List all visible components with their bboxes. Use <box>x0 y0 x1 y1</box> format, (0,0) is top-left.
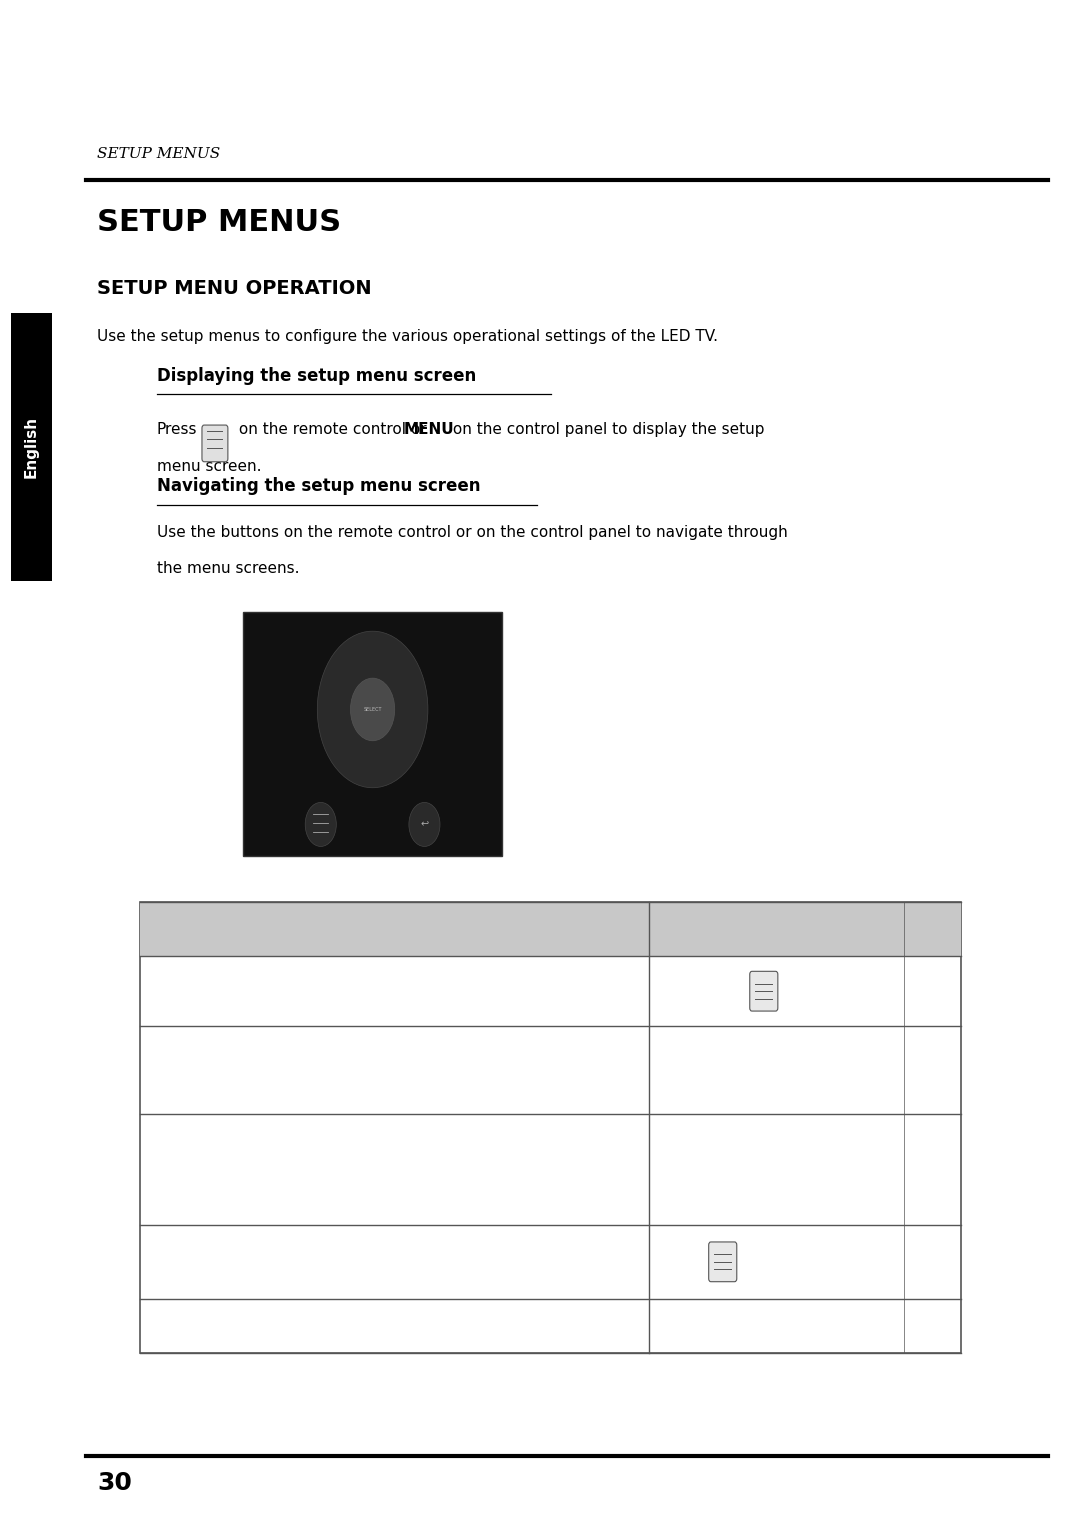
Text: /: / <box>681 1063 697 1078</box>
Text: Applies the selected menu setting.: Applies the selected menu setting. <box>153 1320 394 1333</box>
Text: SETUP MENU OPERATION: SETUP MENU OPERATION <box>97 280 372 298</box>
Text: INPUT: INPUT <box>762 1162 811 1176</box>
FancyBboxPatch shape <box>708 1242 737 1281</box>
Text: •  Returns to the previous screen.: • Returns to the previous screen. <box>166 1264 401 1278</box>
Text: then: then <box>714 1162 750 1176</box>
Text: Remote Control: Remote Control <box>662 922 796 937</box>
Text: ◄: ◄ <box>665 1063 677 1078</box>
Text: SETUP MENUS: SETUP MENUS <box>97 208 341 237</box>
Text: English: English <box>24 416 39 479</box>
Circle shape <box>318 631 428 787</box>
Text: Displays or closes the menu bar.: Displays or closes the menu bar. <box>153 985 379 998</box>
Text: Use the buttons on the remote control or on the control panel to navigate throug: Use the buttons on the remote control or… <box>157 524 787 540</box>
Bar <box>11 313 52 581</box>
Circle shape <box>409 803 440 847</box>
Text: MENU: MENU <box>404 422 455 437</box>
Text: •  Select a sub-menu or a sub-menu: • Select a sub-menu or a sub-menu <box>166 1159 418 1173</box>
Text: •  Select and display a primary menu.: • Select and display a primary menu. <box>166 1046 431 1060</box>
Text: •  Adjust sub-menu options.: • Adjust sub-menu options. <box>166 1083 361 1096</box>
Text: 30: 30 <box>97 1471 132 1495</box>
Bar <box>140 902 961 956</box>
Bar <box>140 902 961 1353</box>
Text: SELECT: SELECT <box>363 706 382 713</box>
Text: /: / <box>676 1161 681 1179</box>
Bar <box>243 612 502 856</box>
Text: INPUT: INPUT <box>681 1320 730 1333</box>
Text: menu screen.: menu screen. <box>157 459 261 474</box>
Text: ↓: ↓ <box>665 1243 677 1258</box>
Text: Action: Action <box>153 922 207 937</box>
Circle shape <box>306 803 336 847</box>
Text: Navigating the setup menu screen: Navigating the setup menu screen <box>157 477 481 495</box>
Text: Press: Press <box>157 422 197 437</box>
Text: Use the setup menus to configure the various operational settings of the LED TV.: Use the setup menus to configure the var… <box>97 329 718 344</box>
Text: ↩: ↩ <box>420 820 429 829</box>
Circle shape <box>351 679 394 740</box>
Text: then: then <box>716 1063 756 1076</box>
Text: on the control panel to display the setup: on the control panel to display the setu… <box>448 422 765 437</box>
Text: INPUT: INPUT <box>762 1063 811 1076</box>
FancyBboxPatch shape <box>202 425 228 462</box>
Text: SETUP MENUS: SETUP MENUS <box>97 147 220 161</box>
Text: the menu screens.: the menu screens. <box>157 561 299 576</box>
Text: •  Returns to the primary menu tab: • Returns to the primary menu tab <box>166 1231 413 1245</box>
Text: option.: option. <box>199 1190 247 1203</box>
Text: on the remote control or: on the remote control or <box>234 422 432 437</box>
Text: ►: ► <box>701 1063 713 1078</box>
FancyBboxPatch shape <box>750 971 778 1011</box>
Text: Displaying the setup menu screen: Displaying the setup menu screen <box>157 367 476 385</box>
Text: from a sub-menu screen.: from a sub-menu screen. <box>199 1245 373 1260</box>
Text: •  Select and display a sub-menu.: • Select and display a sub-menu. <box>166 1127 402 1141</box>
